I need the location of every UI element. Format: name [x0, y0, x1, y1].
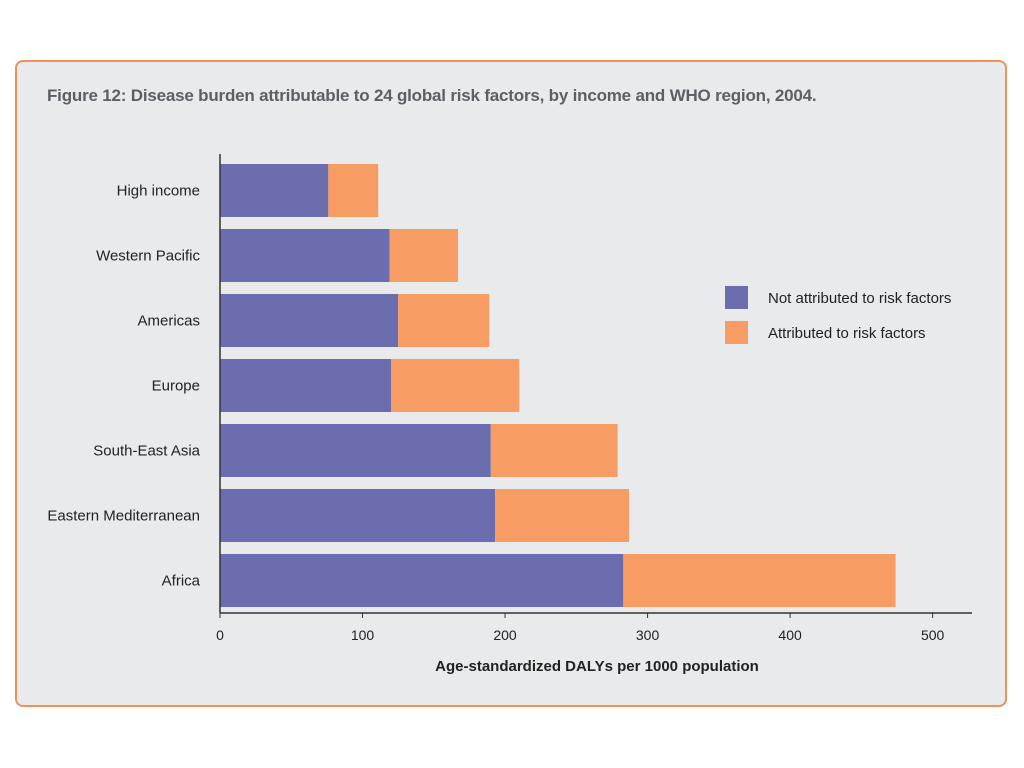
legend-swatch-not-attributed: [725, 286, 748, 309]
bar-not-attributed-high-income: [220, 164, 329, 217]
x-tick-label: 300: [636, 627, 660, 643]
x-tick-label: 400: [778, 627, 802, 643]
bar-not-attributed-americas: [220, 294, 399, 347]
figure-panel: Figure 12: Disease burden attributable t…: [15, 60, 1007, 707]
bar-not-attributed-africa: [220, 554, 624, 607]
x-tick-label: 0: [216, 627, 224, 643]
x-tick-label: 500: [921, 627, 945, 643]
bar-attributed-western-pacific: [389, 229, 459, 282]
category-label: Americas: [137, 313, 200, 330]
bar-chart: High income Western Pacific Americas Europe…: [47, 154, 972, 675]
legend-label: Not attributed to risk factors: [768, 290, 951, 307]
bar-attributed-south-east-asia: [490, 424, 618, 477]
bar-attributed-high-income: [328, 164, 379, 217]
legend-label: Attributed to risk factors: [768, 325, 926, 342]
bar-not-attributed-western-pacific: [220, 229, 390, 282]
x-tick-label: 200: [493, 627, 517, 643]
category-label: Western Pacific: [96, 248, 200, 265]
bar-attributed-eastern-mediterranean: [495, 489, 630, 542]
category-label: Eastern Mediterranean: [47, 508, 200, 525]
category-label: High income: [117, 183, 200, 200]
category-label: Africa: [162, 573, 201, 590]
x-axis-title: Age-standardized DALYs per 1000 populati…: [435, 658, 759, 675]
legend-swatch-attributed: [725, 321, 748, 344]
bar-attributed-americas: [398, 294, 490, 347]
category-label: Europe: [152, 378, 200, 395]
bar-not-attributed-europe: [220, 359, 392, 412]
x-tick-label: 100: [351, 627, 375, 643]
bar-not-attributed-eastern-mediterranean: [220, 489, 496, 542]
category-label: South-East Asia: [93, 443, 200, 460]
bar-attributed-africa: [623, 554, 896, 607]
bar-not-attributed-south-east-asia: [220, 424, 491, 477]
figure-title: Figure 12: Disease burden attributable t…: [47, 86, 817, 105]
bar-attributed-europe: [391, 359, 520, 412]
